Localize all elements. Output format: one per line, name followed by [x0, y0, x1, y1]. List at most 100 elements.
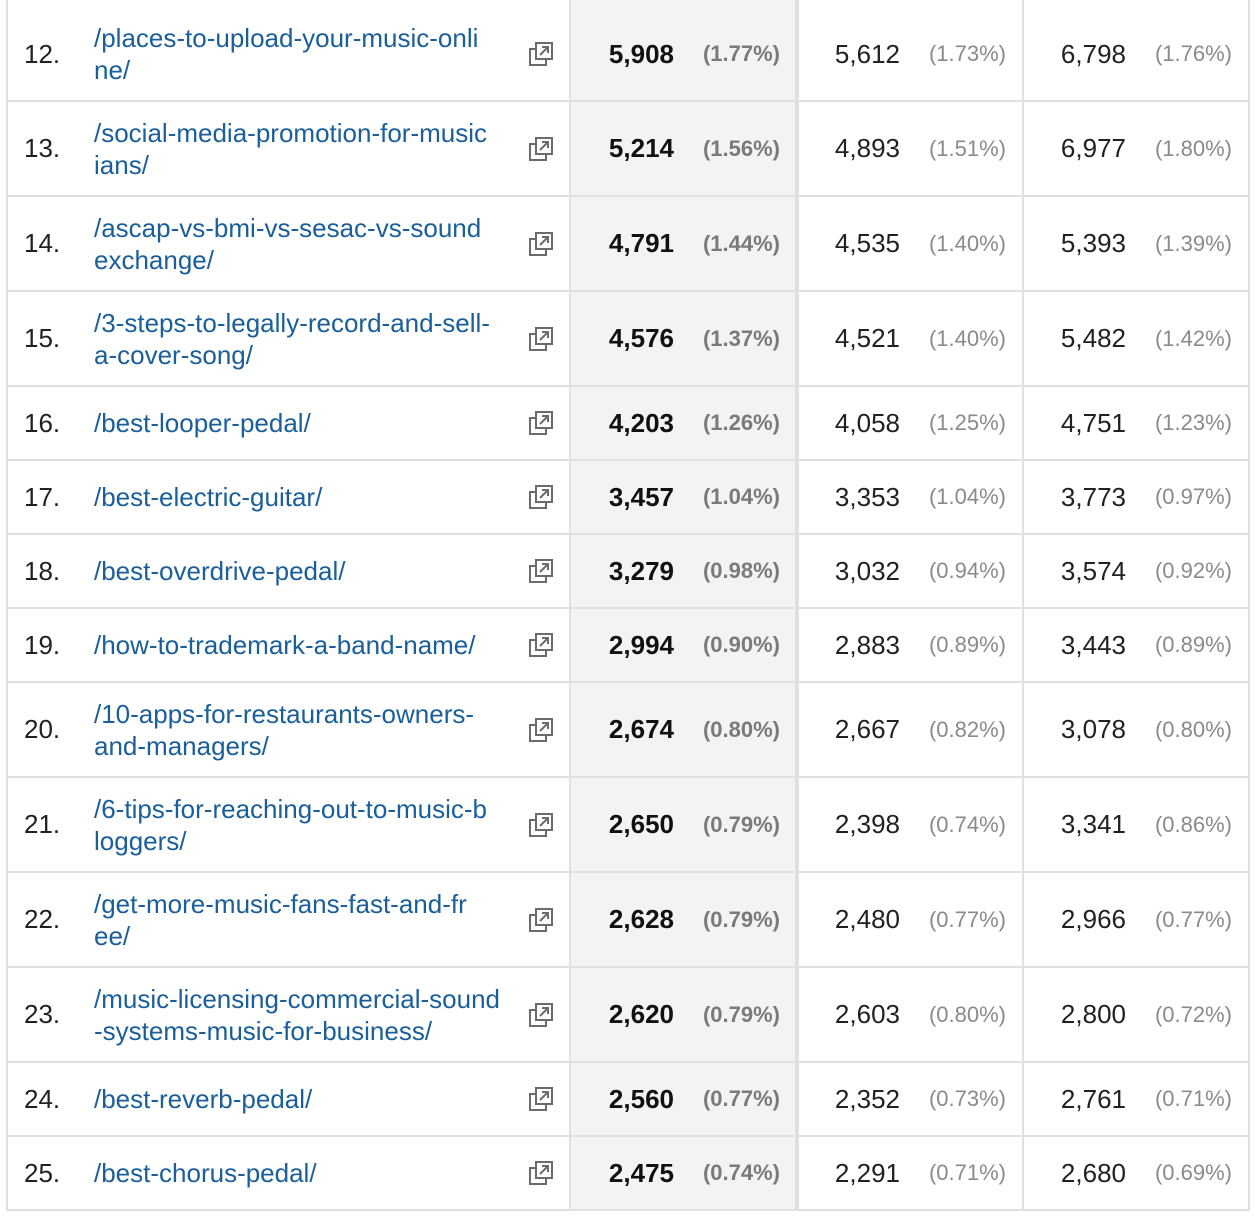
metric-3-value: 6,977	[1060, 133, 1126, 163]
metric-1-value: 3,279	[608, 555, 674, 586]
open-page-button[interactable]	[526, 197, 556, 290]
row-index: 18.	[24, 555, 61, 586]
open-in-new-window-icon[interactable]	[528, 231, 554, 257]
metric-1-percent: (1.77%)	[702, 41, 780, 66]
table-row: 21. /6-tips-for-reaching-out-to-music-b lo…	[6, 778, 1250, 873]
metric-3-value: 3,078	[1060, 714, 1126, 744]
metric-2-value: 2,352	[834, 1083, 900, 1114]
open-in-new-window-icon[interactable]	[528, 484, 554, 510]
metric-1-percent: (0.79%)	[702, 1001, 780, 1027]
open-page-button[interactable]	[526, 873, 556, 966]
metric-2-value: 3,032	[834, 555, 900, 586]
open-in-new-window-icon[interactable]	[528, 812, 554, 838]
primary-column-shade	[569, 1137, 797, 1209]
table-row: 15. /3-steps-to-legally-record-and-sell-a…	[6, 292, 1250, 387]
page-link[interactable]: /how-to-trademark-a-band-name/	[94, 609, 524, 681]
metric-2-value: 5,612	[834, 38, 900, 69]
page-path-text: /best-chorus-pedal/	[94, 1158, 317, 1188]
table-row: 12. /places-to-upload-your-music-onli ne/5…	[6, 8, 1250, 102]
open-in-new-window-icon[interactable]	[528, 1086, 554, 1112]
open-in-new-window-icon[interactable]	[528, 1002, 554, 1028]
metric-1-percent: (0.90%)	[702, 632, 780, 657]
row-index: 16.	[24, 407, 61, 438]
open-page-button[interactable]	[526, 1063, 556, 1135]
page-link[interactable]: /social-media-promotion-for-music ians/	[94, 102, 524, 195]
primary-column-shade	[569, 102, 797, 195]
page-link[interactable]: /best-chorus-pedal/	[94, 1137, 524, 1209]
open-page-button[interactable]	[526, 102, 556, 195]
page-link[interactable]: /10-apps-for-restaurants-owners-and-mana…	[94, 683, 524, 776]
open-in-new-window-icon[interactable]	[528, 558, 554, 584]
row-index: 17.	[24, 481, 61, 512]
page-path-text: /how-to-trademark-a-band-name/	[94, 630, 476, 660]
metric-2-value: 4,058	[834, 407, 900, 438]
row-index: 23.	[24, 999, 61, 1029]
page-link[interactable]: /music-licensing-commercial-sound -system…	[94, 968, 524, 1061]
page-path-line: /10-apps-for-restaurants-owners-	[94, 698, 475, 729]
open-in-new-window-icon[interactable]	[528, 41, 554, 67]
table-row-top-edge	[6, 0, 1250, 8]
metric-1-value: 2,620	[608, 999, 674, 1029]
metric-2-percent: (0.82%)	[928, 716, 1006, 742]
open-page-button[interactable]	[526, 8, 556, 100]
page-path-line: ne/	[94, 55, 131, 85]
open-page-button[interactable]	[526, 461, 556, 533]
page-path-text: /best-reverb-pedal/	[94, 1084, 313, 1114]
page-link[interactable]: /best-looper-pedal/	[94, 387, 524, 459]
page-link[interactable]: /get-more-music-fans-fast-and-fr ee/	[94, 873, 524, 966]
open-in-new-window-icon[interactable]	[528, 136, 554, 162]
metric-1-value: 2,674	[608, 714, 674, 744]
metric-3-percent: (1.80%)	[1154, 135, 1232, 161]
metric-3-percent: (0.77%)	[1154, 906, 1232, 932]
page-link[interactable]: /3-steps-to-legally-record-and-sell-a-co…	[94, 292, 524, 385]
metric-1-value: 5,908	[608, 38, 674, 69]
open-in-new-window-icon[interactable]	[528, 717, 554, 743]
page-path-line: /ascap-vs-bmi-vs-sesac-vs-sound	[94, 212, 482, 243]
table-row: 24. /best-reverb-pedal/2,560 (0.77%) 2,352 (…	[6, 1063, 1250, 1137]
open-page-button[interactable]	[526, 387, 556, 459]
open-in-new-window-icon[interactable]	[528, 907, 554, 933]
open-in-new-window-icon[interactable]	[528, 1160, 554, 1186]
metric-2-value: 2,291	[834, 1157, 900, 1188]
metric-3-percent: (1.39%)	[1154, 230, 1232, 256]
row-index: 15.	[24, 323, 61, 353]
metric-1-percent: (0.74%)	[702, 1160, 780, 1185]
metric-3-percent: (1.42%)	[1154, 325, 1232, 351]
open-page-button[interactable]	[526, 292, 556, 385]
page-link[interactable]: /6-tips-for-reaching-out-to-music-b logge…	[94, 778, 524, 871]
page-path-text: /best-electric-guitar/	[94, 482, 323, 512]
primary-column-shade	[569, 8, 797, 100]
page-link[interactable]: /places-to-upload-your-music-onli ne/	[94, 8, 524, 100]
metric-2-percent: (0.94%)	[928, 558, 1006, 583]
metric-1-value: 4,203	[608, 407, 674, 438]
metric-3-value: 2,966	[1060, 904, 1126, 934]
page-link[interactable]: /best-electric-guitar/	[94, 461, 524, 533]
metric-1-percent: (0.77%)	[702, 1086, 780, 1111]
open-page-button[interactable]	[526, 778, 556, 871]
metric-2-percent: (1.25%)	[928, 410, 1006, 435]
open-page-button[interactable]	[526, 535, 556, 607]
metric-1-percent: (0.98%)	[702, 558, 780, 583]
open-page-button[interactable]	[526, 968, 556, 1061]
open-page-button[interactable]	[526, 683, 556, 776]
table-row: 14. /ascap-vs-bmi-vs-sesac-vs-sound exchan…	[6, 197, 1250, 292]
open-in-new-window-icon[interactable]	[528, 410, 554, 436]
page-link[interactable]: /best-overdrive-pedal/	[94, 535, 524, 607]
open-in-new-window-icon[interactable]	[528, 326, 554, 352]
page-link[interactable]: /best-reverb-pedal/	[94, 1063, 524, 1135]
metric-2-percent: (0.74%)	[928, 811, 1006, 837]
metric-1-percent: (1.04%)	[702, 484, 780, 509]
row-index: 19.	[24, 629, 61, 660]
metric-1-percent: (0.79%)	[702, 811, 780, 837]
row-index: 20.	[24, 714, 61, 744]
page-path-line: ee/	[94, 920, 131, 951]
open-in-new-window-icon[interactable]	[528, 632, 554, 658]
metric-1-value: 3,457	[608, 481, 674, 512]
page-link[interactable]: /ascap-vs-bmi-vs-sesac-vs-sound exchange/	[94, 197, 524, 290]
page-path-line: /social-media-promotion-for-music	[94, 117, 487, 148]
primary-column-shade	[569, 292, 797, 385]
open-page-button[interactable]	[526, 1137, 556, 1209]
metric-1-percent: (0.80%)	[702, 716, 780, 742]
metric-1-value: 2,650	[608, 809, 674, 839]
open-page-button[interactable]	[526, 609, 556, 681]
